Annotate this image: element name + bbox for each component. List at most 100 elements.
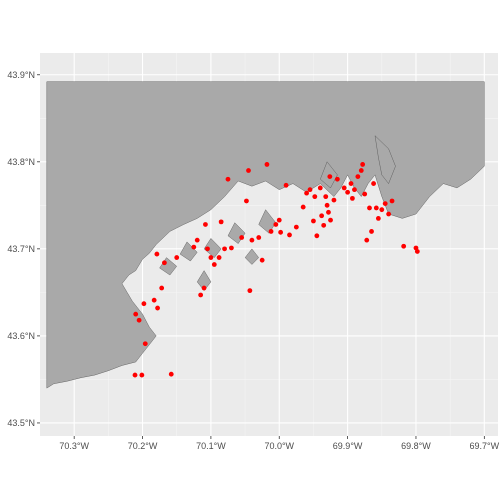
data-point <box>401 243 407 249</box>
data-point <box>327 174 333 180</box>
data-point <box>362 191 368 197</box>
data-point <box>311 218 316 224</box>
data-point <box>244 198 249 204</box>
data-point <box>194 237 200 243</box>
y-axis: 43.5°N 43.6°N 43.7°N 43.8°N 43.9°N <box>7 70 40 428</box>
data-point <box>307 187 313 193</box>
data-point <box>389 198 395 204</box>
data-point <box>273 222 279 227</box>
data-point <box>321 222 327 228</box>
data-point <box>324 202 330 208</box>
data-point <box>312 194 318 200</box>
data-point <box>326 209 331 215</box>
x-tick-label: 69.8°W <box>401 441 431 451</box>
data-point <box>293 224 299 230</box>
data-point <box>268 229 274 234</box>
data-point <box>355 174 361 180</box>
data-point <box>218 219 224 225</box>
x-tick-label: 70.3°W <box>59 441 89 451</box>
island <box>196 270 212 291</box>
x-tick-label: 70.0°W <box>264 441 294 451</box>
data-point <box>259 257 265 263</box>
points-layer <box>132 162 420 378</box>
island <box>374 135 396 184</box>
data-point <box>304 190 309 196</box>
x-axis: 70.3°W 70.2°W 70.1°W 70.0°W 69.9°W 69.8°W 69.7… <box>59 436 500 451</box>
data-point <box>247 288 253 294</box>
data-point <box>246 168 251 173</box>
y-tick-label: 43.5°N <box>7 418 35 428</box>
data-point <box>323 194 329 200</box>
data-point <box>345 189 351 195</box>
island <box>203 238 222 258</box>
data-point <box>203 222 208 227</box>
data-point <box>341 185 347 191</box>
data-point <box>151 297 157 303</box>
data-point <box>276 217 282 223</box>
x-tick-label: 69.7°W <box>470 441 500 451</box>
data-point <box>256 235 262 240</box>
x-tick-label: 69.9°W <box>333 441 363 451</box>
data-point <box>317 185 323 191</box>
data-point <box>191 244 197 250</box>
data-point <box>239 235 245 240</box>
island <box>244 248 259 265</box>
data-point <box>205 246 210 252</box>
data-point <box>352 187 357 193</box>
y-tick-label: 43.6°N <box>7 331 35 341</box>
data-point <box>367 205 372 211</box>
data-point <box>211 262 217 267</box>
data-point <box>142 341 148 347</box>
x-tick-label: 70.1°W <box>196 441 226 451</box>
data-point <box>198 292 204 298</box>
data-point <box>229 245 234 251</box>
data-point <box>168 371 174 377</box>
y-tick-label: 43.7°N <box>7 244 35 254</box>
data-point <box>139 372 145 378</box>
data-point <box>300 204 306 210</box>
data-point <box>278 229 284 235</box>
data-point <box>174 255 180 260</box>
data-point <box>414 249 420 254</box>
data-point <box>382 201 388 206</box>
data-point <box>386 211 392 217</box>
data-point <box>369 229 374 234</box>
y-tick-label: 43.8°N <box>7 157 35 167</box>
data-point <box>201 285 207 291</box>
data-point <box>141 301 147 307</box>
data-point <box>371 181 376 186</box>
data-point <box>208 255 214 260</box>
data-point <box>358 168 364 173</box>
data-point <box>264 162 270 167</box>
data-point <box>136 317 142 323</box>
mainland-coast <box>46 81 485 389</box>
data-point <box>375 215 381 221</box>
data-point <box>379 207 385 213</box>
data-point <box>319 213 325 219</box>
data-point <box>331 197 337 203</box>
data-point <box>155 305 160 311</box>
data-point <box>249 237 255 243</box>
data-point <box>364 237 370 243</box>
data-point <box>154 251 160 257</box>
data-point <box>283 182 289 188</box>
island <box>258 209 277 234</box>
data-point <box>159 285 165 291</box>
y-tick-label: 43.9°N <box>7 70 35 80</box>
data-point <box>216 255 222 260</box>
data-point <box>360 162 366 167</box>
data-point <box>334 176 340 182</box>
data-point <box>349 195 355 201</box>
data-point <box>132 372 138 378</box>
data-point <box>314 233 320 239</box>
data-point <box>348 181 354 186</box>
data-point <box>225 176 231 182</box>
data-point <box>222 246 227 252</box>
data-point <box>373 205 379 211</box>
data-point <box>328 217 333 223</box>
data-point <box>133 311 139 317</box>
x-tick-label: 70.2°W <box>128 441 158 451</box>
data-point <box>162 260 167 266</box>
data-point <box>287 232 292 238</box>
